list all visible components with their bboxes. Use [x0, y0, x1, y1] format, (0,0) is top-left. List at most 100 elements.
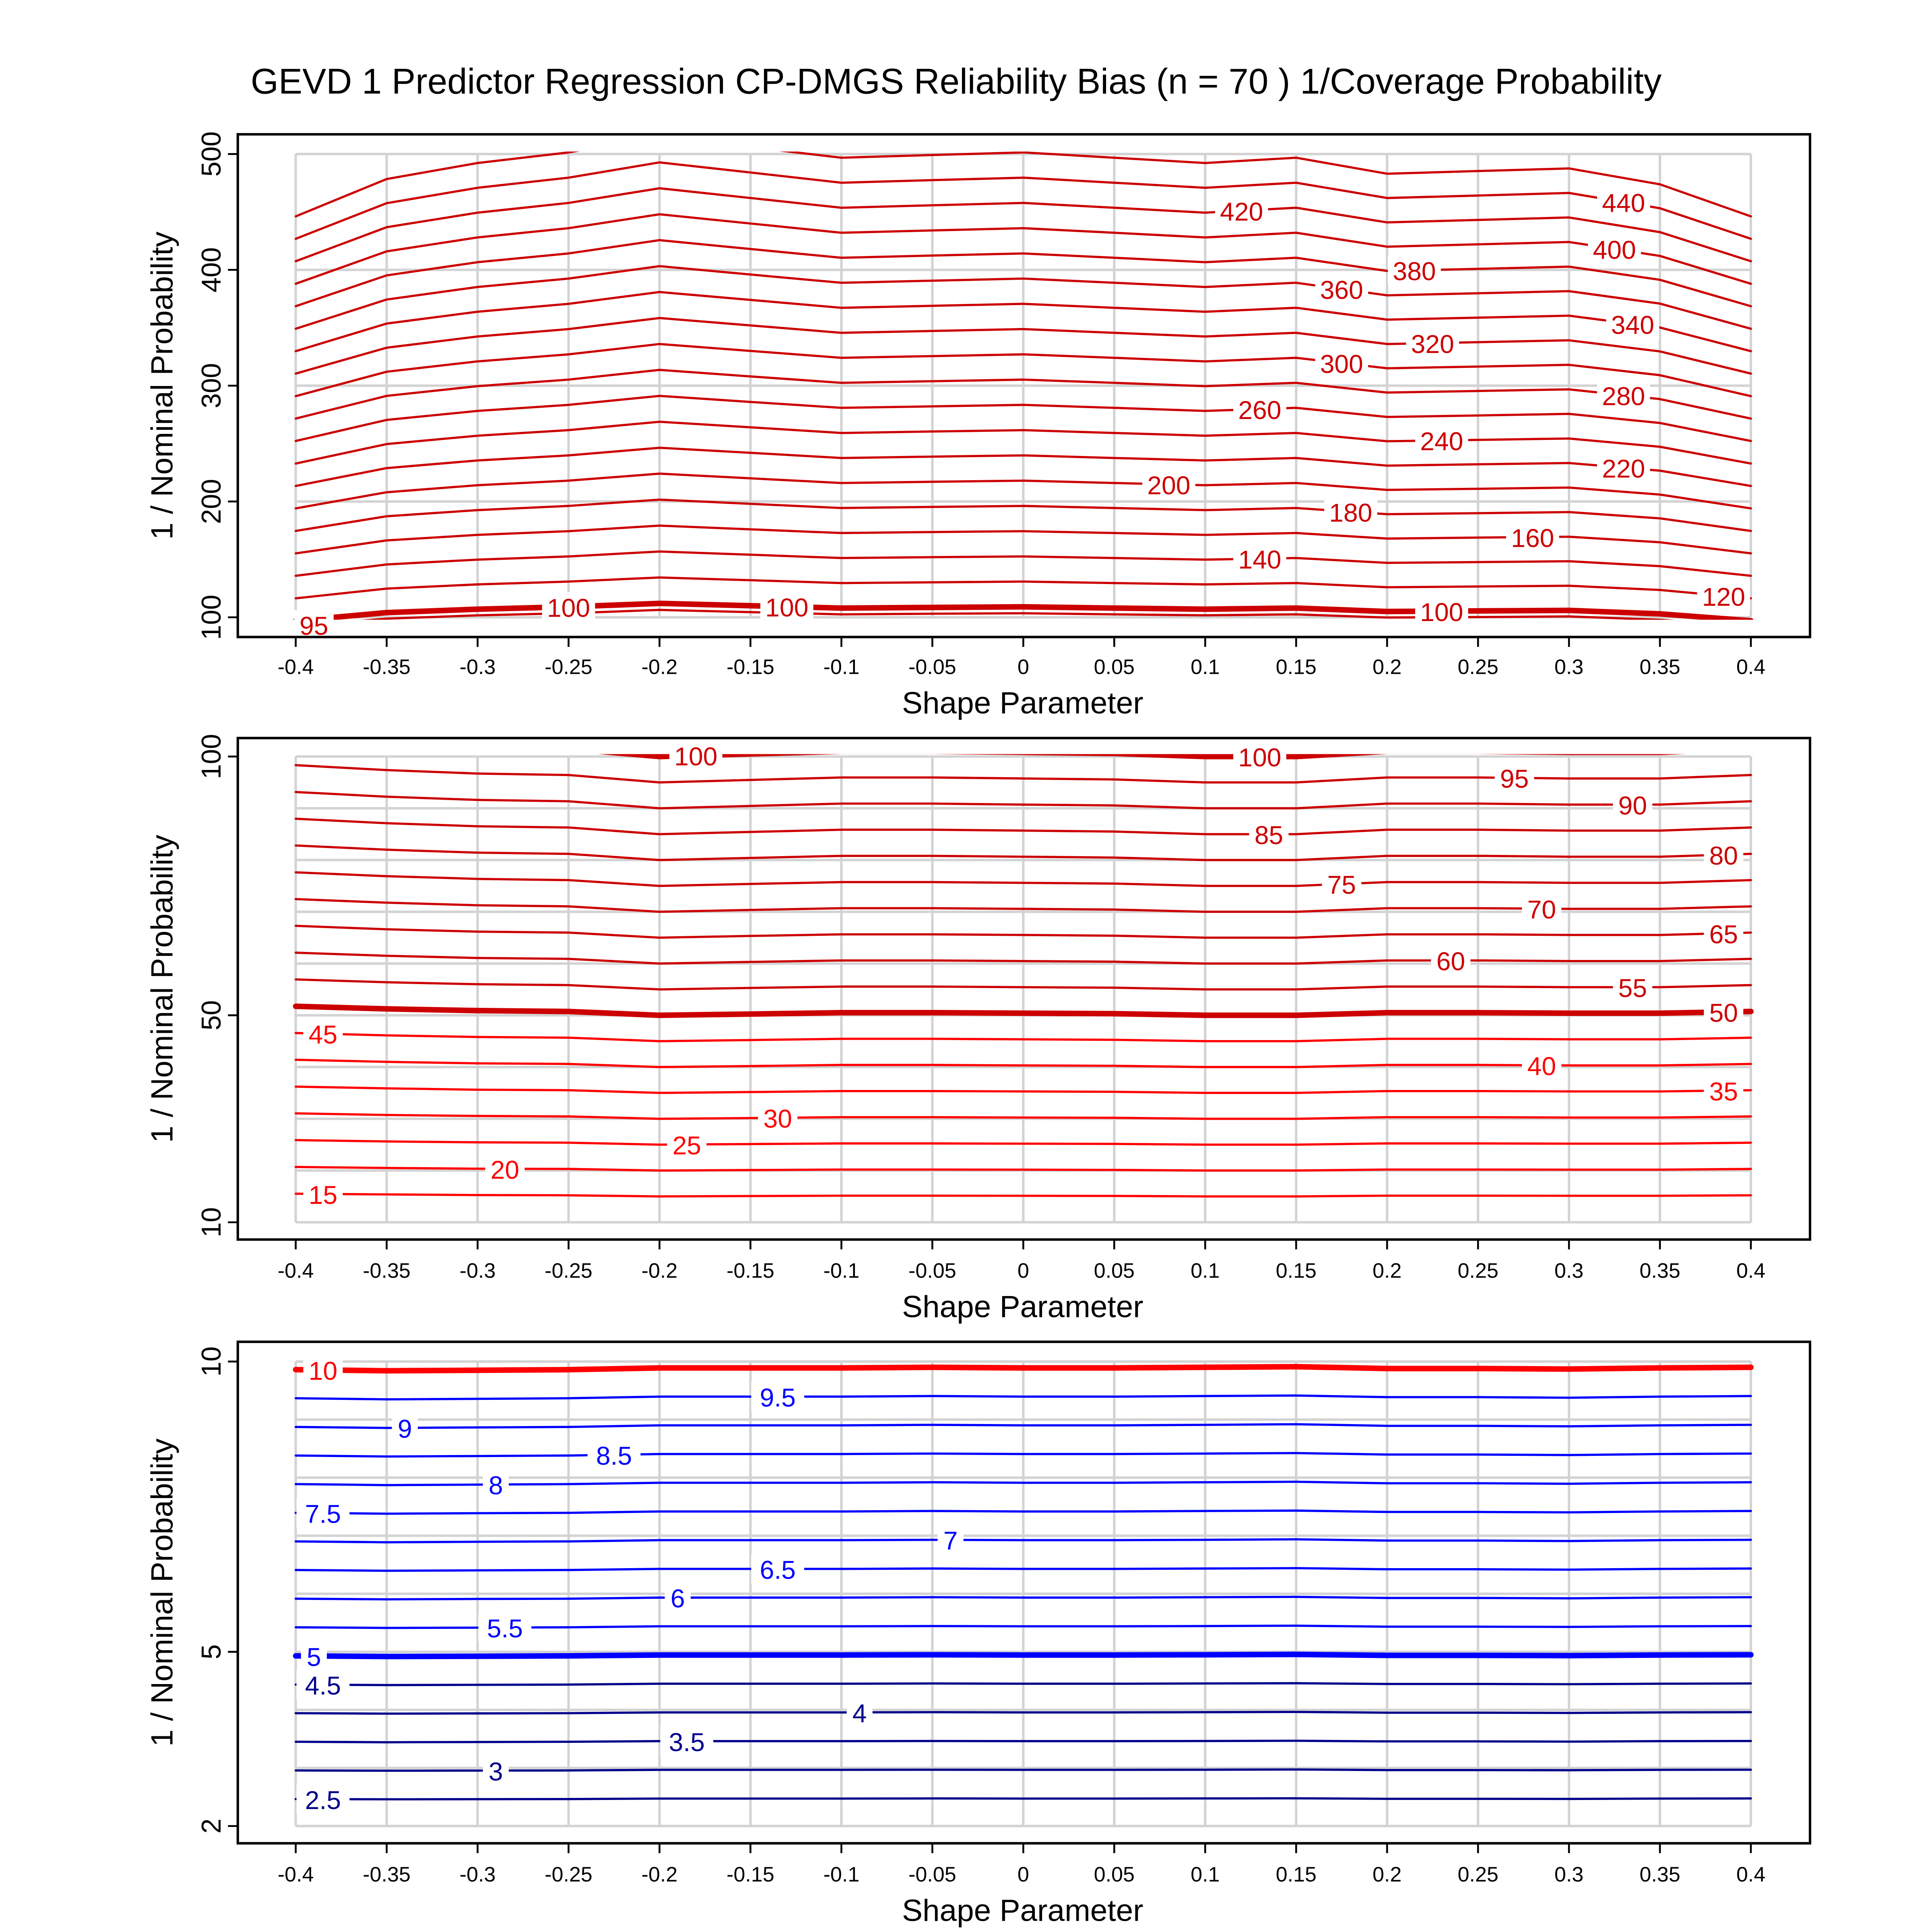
contour-label-bg	[1142, 469, 1195, 500]
x-tick-label: -0.25	[545, 655, 592, 679]
contour-line-75	[294, 871, 1752, 887]
contour-label-bg	[294, 610, 334, 640]
y-tick-label: 10	[196, 1346, 227, 1377]
contour-label-bg	[483, 1756, 509, 1785]
contour-line-80	[294, 844, 1752, 861]
contour-line-35	[294, 1085, 1752, 1094]
contour-label-bg	[296, 1784, 350, 1814]
x-tick-label: 0.1	[1191, 655, 1220, 679]
contour-line-200	[294, 472, 1752, 510]
x-tick-label: 0.35	[1639, 1863, 1680, 1886]
contour-line-25	[294, 1139, 1752, 1146]
contour-label: 120	[1702, 582, 1745, 611]
x-tick-label: -0.15	[727, 1863, 774, 1886]
y-tick-label: 300	[196, 363, 227, 408]
contour-line-120	[294, 576, 1752, 600]
contour-label-bg	[1494, 763, 1534, 793]
contour-label-bg	[1233, 741, 1286, 772]
x-tick-label: -0.4	[278, 1863, 314, 1886]
contour-label: 5.5	[487, 1614, 523, 1643]
contour-label-bg	[1704, 1075, 1744, 1106]
contour-label: 85	[1255, 821, 1283, 850]
contour-label: 75	[1327, 871, 1356, 900]
contour-label-bg	[1697, 581, 1750, 611]
contour-label-bg	[587, 1440, 641, 1470]
x-tick-label: -0.35	[363, 1259, 411, 1282]
x-tick-label: 0.2	[1373, 1863, 1402, 1886]
x-tick-label: 0.05	[1094, 1863, 1135, 1886]
contour-label: 7.5	[305, 1500, 341, 1529]
x-tick-label: 0.4	[1736, 1863, 1765, 1886]
contour-labels: 15 20 25 30 35 40 45 50 55 60 65 70 75 80 85 90 95 100 100	[303, 741, 1744, 1210]
contour-lines	[293, 754, 1754, 1198]
contour-line-55	[294, 978, 1752, 991]
x-tick-label: -0.15	[727, 1259, 774, 1282]
x-tick-label: 0.25	[1457, 1259, 1498, 1282]
contour-line-85	[294, 817, 1752, 836]
contour-label-bg	[1613, 972, 1653, 1002]
x-tick-label: -0.4	[278, 655, 314, 679]
x-tick-label: 0.3	[1554, 1863, 1583, 1886]
contour-line-260	[294, 394, 1752, 442]
x-tick-label: -0.15	[727, 655, 774, 679]
contour-line-65	[294, 925, 1752, 939]
contour-label: 30	[764, 1104, 792, 1133]
y-tick-label: 5	[196, 1644, 227, 1659]
contour-label-bg	[1613, 790, 1653, 819]
panel-top: 100 100 100 95 120 140 160 180 200 220 240 260 280 30…	[145, 131, 1811, 720]
contour-label: 100	[765, 593, 808, 622]
contour-label: 100	[1238, 743, 1281, 772]
y-axis-title: 1 / Nominal Probability	[145, 834, 180, 1143]
contour-line-20	[294, 1166, 1752, 1172]
contour-label-bg	[660, 1726, 714, 1756]
contour-label-bg	[669, 741, 722, 770]
contour-label-bg	[1215, 196, 1268, 226]
contour-line-95	[360, 609, 1675, 620]
contour-line-10	[293, 1364, 1754, 1374]
contour-label: 200	[1147, 471, 1190, 500]
x-tick-label: -0.05	[908, 655, 956, 679]
x-tick-label: -0.1	[824, 655, 860, 679]
y-axis-title: 1 / Nominal Probability	[145, 1438, 180, 1746]
x-tick-label: 0.3	[1554, 1259, 1583, 1282]
contour-label-bg	[296, 1670, 350, 1700]
x-tick-label: -0.25	[545, 1863, 592, 1886]
contour-line-460	[294, 151, 1752, 218]
contour-label: 45	[309, 1020, 337, 1049]
contour-line-70	[294, 898, 1752, 913]
contour-label: 90	[1618, 791, 1647, 820]
contour-label-bg	[751, 1382, 805, 1412]
contour-label: 4.5	[305, 1671, 341, 1700]
x-tick-label: 0.2	[1373, 1259, 1402, 1282]
contour-label: 180	[1329, 498, 1372, 527]
contour-label-bg	[1588, 234, 1641, 264]
x-tick-label: -0.3	[460, 1863, 496, 1886]
y-tick-label: 100	[196, 734, 227, 779]
contour-line-8_5	[294, 1452, 1752, 1458]
contour-label: 380	[1393, 257, 1436, 286]
contour-label: 25	[673, 1131, 701, 1160]
contour-label: 280	[1602, 382, 1645, 411]
contour-line-400	[294, 213, 1752, 285]
contour-label: 10	[309, 1356, 337, 1385]
contour-label: 3.5	[669, 1728, 705, 1757]
x-tick-label: 0.35	[1639, 1259, 1680, 1282]
contour-lines	[293, 151, 1754, 620]
x-tick-label: 0.15	[1276, 655, 1317, 679]
contour-label-bg	[1322, 869, 1362, 899]
contour-label-bg	[1415, 425, 1468, 455]
contour-label-bg	[1506, 522, 1559, 552]
x-tick-label: 0	[1018, 1259, 1029, 1282]
y-tick-label: 50	[196, 1000, 227, 1030]
x-tick-label: -0.2	[642, 1863, 678, 1886]
contour-label: 50	[1709, 999, 1738, 1028]
x-tick-label: -0.35	[363, 655, 411, 679]
contour-label: 40	[1527, 1052, 1556, 1081]
x-tick-label: 0	[1018, 1863, 1029, 1886]
contour-line-5	[293, 1651, 1754, 1660]
contour-line-6	[294, 1596, 1752, 1601]
y-tick-label: 10	[196, 1207, 227, 1237]
contour-line-6_5	[294, 1567, 1752, 1572]
